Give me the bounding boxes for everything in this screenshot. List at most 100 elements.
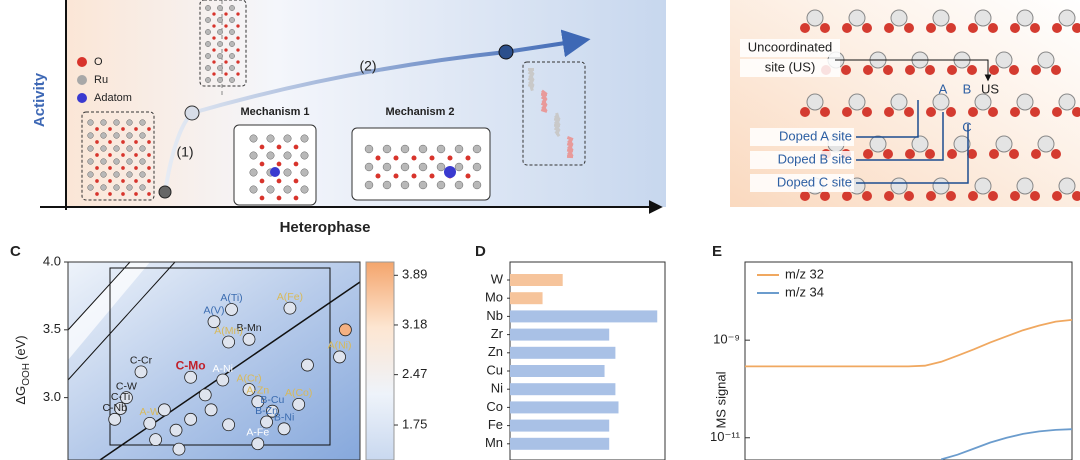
atom [205,17,211,23]
atom [276,178,282,184]
atom [212,12,216,16]
atom [454,144,464,154]
label-bg [750,151,854,169]
boundary-line [67,261,176,381]
atom [904,191,914,201]
atom [418,162,428,172]
bar [510,274,563,286]
y-axis-label-part: ΔG [13,386,28,405]
atom [800,191,810,201]
atom [224,12,228,16]
atom [1037,51,1055,69]
atom [926,23,936,33]
atom [989,65,999,75]
label-bg [750,174,854,192]
atom [205,5,211,11]
panel-a: Activity Heterophase (1) (2) Mechanism 1… [31,0,666,236]
atom [848,9,866,27]
atom [411,173,417,179]
atom [1072,23,1080,33]
atom [300,168,309,177]
atom [147,127,151,131]
atom [139,119,146,126]
site-letter: B [963,81,972,96]
atom [890,177,908,195]
atom [126,132,133,139]
atom [126,145,133,152]
atom [147,153,151,157]
atom [905,149,915,159]
y-axis-label: MS signal [713,371,728,428]
atom [224,48,228,52]
atom [229,5,235,11]
atom [393,173,399,179]
pointer-line [856,124,969,184]
state-point [498,44,514,60]
atom [121,179,125,183]
atom [121,192,125,196]
atom [108,166,112,170]
pointer-line [856,100,919,138]
atom [229,29,235,35]
atom [429,173,435,179]
atom [472,162,482,172]
data-point [225,303,238,316]
pointer-line [856,112,944,161]
atom [139,158,146,165]
atom [100,171,107,178]
structure-box [522,61,586,166]
atom [862,23,872,33]
atom [890,93,908,111]
label-bg [740,39,840,57]
data-point [120,391,133,405]
atom [229,65,235,71]
atom [447,155,453,161]
data-line [940,428,1073,460]
atom [995,135,1013,153]
atom [863,65,873,75]
atom [932,9,950,27]
data-point [251,437,265,451]
atom [1016,177,1034,195]
atom [259,161,265,167]
data-point [198,388,212,402]
atom [1058,9,1076,27]
atom [968,23,978,33]
atom [300,151,309,160]
atom [283,134,292,143]
atom [205,29,211,35]
y-tick-label: Zr [491,326,504,341]
atom [967,149,977,159]
atom [926,191,936,201]
bar [510,346,616,359]
atom [139,184,146,191]
atom [217,53,223,59]
atom [266,151,275,160]
y-tick-label: W [491,271,504,286]
data-point [242,332,256,346]
data-point [184,412,198,426]
atom [126,158,133,165]
atom [121,166,125,170]
atom [134,166,138,170]
atom [905,65,915,75]
data-point [149,433,163,447]
legend-label: m/z 34 [785,284,824,299]
atom [139,132,146,139]
y-axis-label: ΔGOOH (eV) [13,335,31,404]
region-band [68,262,150,360]
atom [95,127,99,131]
point-label: A-W [140,406,161,418]
atom [1031,65,1041,75]
atom [400,144,410,154]
point-label: C-Nb [102,402,127,414]
data-point [169,423,183,437]
atom [217,5,223,11]
mechanism-label: Mechanism 1 [240,106,309,118]
trend-line [99,281,361,460]
atom [108,192,112,196]
panel-d: W Mo Nb Zr Zn Cu Ni Co Fe Mn [485,261,666,460]
atom [87,158,94,165]
atom [382,144,392,154]
doped-label: Doped C site [777,174,852,189]
